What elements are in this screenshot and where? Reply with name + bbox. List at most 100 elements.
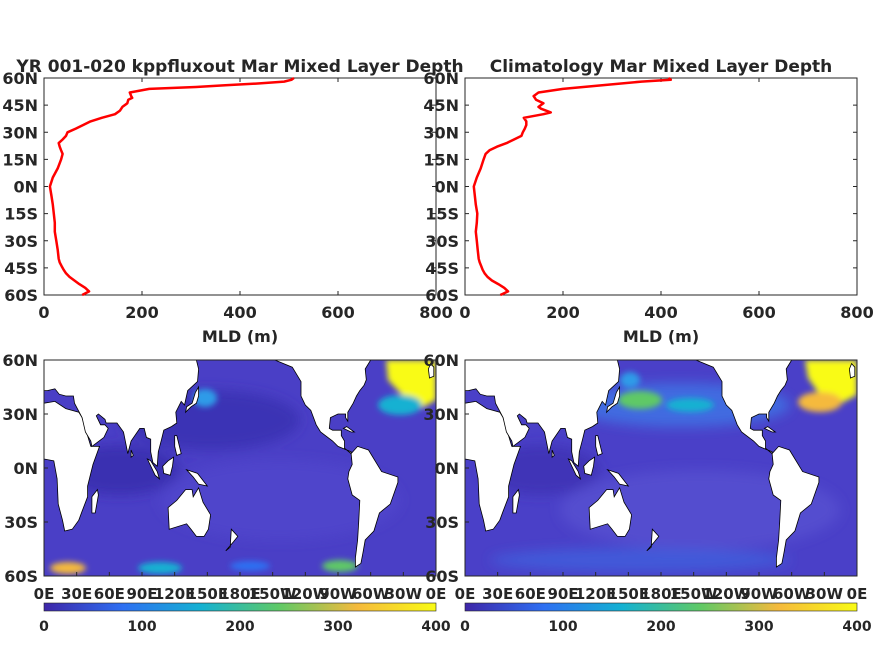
y-tick-label: 0N: [13, 178, 38, 197]
hotspot-southern-ocean-2: [138, 562, 182, 574]
land-borneo: [162, 456, 175, 476]
plot-axes-box: [464, 77, 858, 296]
colorbar: [464, 602, 858, 612]
y-tick-label: 30N: [2, 405, 38, 424]
x-tick-label: 90E: [126, 585, 157, 603]
x-tick-label: 120W: [702, 585, 750, 603]
x-tick-label: 800: [840, 303, 873, 322]
x-tick-label: 120E: [575, 585, 617, 603]
colorbar-tick-label: 300: [323, 619, 352, 635]
mld-profile-line: [48, 76, 295, 297]
x-tick-label: 90W: [740, 585, 778, 603]
y-tick-label: 60N: [423, 69, 459, 88]
x-tick-label: 0E: [426, 585, 447, 603]
hotspot-kuroshio: [618, 391, 662, 409]
colorbar: [43, 602, 437, 612]
colorbar-ticks: 0 100 200 300 400: [460, 619, 872, 635]
x-tick-label: 30W: [806, 585, 844, 603]
hotspot-north-atlantic: [805, 360, 857, 405]
y-axis-ticks: 60S 45S 30S 15S 0N 15N 30N 45N 60N: [2, 69, 436, 305]
hotspot-north-atlantic: [386, 360, 436, 408]
x-tick-label: 800: [419, 303, 452, 322]
land-sumatra: [146, 458, 161, 480]
colorbar-tick-label: 400: [421, 619, 450, 635]
x-tick-label: 200: [546, 303, 579, 322]
x-tick-label: 150E: [608, 585, 650, 603]
x-tick-label: 90W: [319, 585, 357, 603]
x-tick-label: 30W: [385, 585, 423, 603]
y-tick-label: 45S: [425, 259, 459, 278]
x-tick-label: 60E: [515, 585, 546, 603]
colorbar-tick-label: 100: [127, 619, 156, 635]
land-japan: [184, 385, 200, 414]
mld-hotspots: [50, 360, 436, 574]
y-tick-label: 15N: [423, 150, 459, 169]
y-tick-label: 60N: [423, 351, 459, 370]
colorbar-ticks: 0 100 200 300 400: [39, 619, 451, 635]
mld-hotspots: [618, 360, 857, 412]
hotspot-north-atlantic-tail: [798, 392, 842, 412]
land-madagascar: [91, 488, 99, 514]
hotspot-north-atlantic-tail: [378, 395, 422, 415]
y-axis-ticks: 60S 45S 30S 15S 0N 15N 30N 45N 60N: [423, 69, 857, 305]
y-tick-label: 45S: [4, 259, 38, 278]
land-new-zealand: [646, 528, 660, 552]
land-south-america: [768, 445, 820, 568]
colorbar-tick-label: 200: [225, 619, 254, 635]
y-tick-label: 60N: [2, 69, 38, 88]
y-tick-label: 0N: [434, 178, 459, 197]
y-tick-label: 0N: [434, 459, 459, 478]
land-madagascar: [512, 488, 520, 514]
x-axis-label: MLD (m): [202, 327, 278, 346]
land-uk: [427, 362, 435, 379]
land-cuba: [342, 426, 356, 433]
x-tick-label: 90E: [547, 585, 578, 603]
land-japan: [605, 385, 620, 414]
y-tick-label: 45N: [423, 96, 459, 115]
land-south-america: [347, 445, 399, 568]
x-tick-label: 60W: [352, 585, 390, 603]
plot-title: YR 001-020 kppfluxout Mar Mixed Layer De…: [15, 57, 463, 77]
x-tick-label: 30E: [61, 585, 92, 603]
x-tick-label: 150W: [670, 585, 718, 603]
mld-profile-line: [472, 77, 673, 297]
y-tick-label: 30S: [4, 232, 38, 251]
y-tick-label: 60N: [2, 351, 38, 370]
hotspot-southern-ocean-4: [230, 561, 270, 571]
land-europe-asia: [44, 360, 200, 468]
x-tick-label: 400: [644, 303, 677, 322]
plot-title: Climatology Mar Mixed Layer Depth: [490, 57, 833, 77]
y-tick-label: 60S: [4, 567, 38, 586]
y-tick-label: 30S: [425, 232, 459, 251]
y-tick-label: 60S: [425, 286, 459, 305]
x-axis-ticks: 0 200 400 600 800: [38, 78, 453, 322]
land-new-zealand: [225, 528, 239, 552]
y-tick-label: 15S: [4, 205, 38, 224]
y-tick-label: 45N: [2, 96, 38, 115]
x-tick-label: 0E: [455, 585, 476, 603]
x-axis-ticks: 0E 30E 60E 90E120E150E180E150W120W90W60W30W…: [455, 572, 867, 603]
land-borneo: [583, 456, 596, 476]
land-north-america: [695, 360, 857, 455]
x-tick-label: 400: [223, 303, 256, 322]
hotspot-north-pacific: [666, 398, 714, 412]
y-tick-label: 60S: [4, 286, 38, 305]
profile-plot-climatology: Climatology Mar Mixed Layer Depth 60S 45S…: [423, 57, 873, 346]
plot-axes-box: [43, 77, 437, 296]
x-tick-label: 150W: [249, 585, 297, 603]
x-tick-label: 30E: [482, 585, 513, 603]
land-new-guinea: [185, 468, 209, 487]
colorbar-tick-label: 200: [646, 619, 675, 635]
x-tick-label: 600: [321, 303, 354, 322]
land-north-america: [274, 360, 436, 455]
profile-plot-model: YR 001-020 kppfluxout Mar Mixed Layer De…: [2, 57, 463, 346]
land-europe-asia: [465, 360, 621, 468]
x-tick-label: 180E: [219, 585, 261, 603]
y-tick-label: 30N: [423, 123, 459, 142]
x-tick-label: 0: [38, 303, 49, 322]
land-sri-lanka: [130, 449, 134, 459]
x-tick-label: 180E: [640, 585, 682, 603]
colorbar-tick-label: 0: [460, 619, 470, 635]
y-tick-label: 0N: [13, 459, 38, 478]
